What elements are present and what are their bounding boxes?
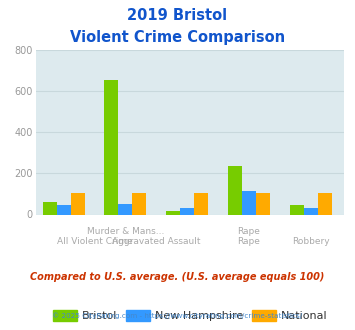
Text: Rape: Rape xyxy=(237,237,260,246)
Text: 2019 Bristol: 2019 Bristol xyxy=(127,8,228,23)
Text: Violent Crime Comparison: Violent Crime Comparison xyxy=(70,30,285,45)
Bar xyxy=(256,193,270,215)
Bar xyxy=(228,166,242,214)
Bar xyxy=(318,193,332,215)
Bar xyxy=(166,212,180,214)
Bar xyxy=(180,208,194,214)
Bar xyxy=(104,81,118,214)
Bar xyxy=(56,205,71,214)
Text: Robbery: Robbery xyxy=(292,237,329,246)
Text: Compared to U.S. average. (U.S. average equals 100): Compared to U.S. average. (U.S. average … xyxy=(30,272,325,282)
Bar xyxy=(290,205,304,214)
Text: All Violent Crime: All Violent Crime xyxy=(56,237,132,246)
Text: © 2025 CityRating.com - https://www.cityrating.com/crime-statistics/: © 2025 CityRating.com - https://www.city… xyxy=(53,312,302,318)
Legend: Bristol, New Hampshire, National: Bristol, New Hampshire, National xyxy=(48,306,332,326)
Text: Rape: Rape xyxy=(237,227,260,236)
Text: Murder & Mans...: Murder & Mans... xyxy=(87,227,164,236)
Bar xyxy=(194,193,208,215)
Bar xyxy=(118,204,132,214)
Bar xyxy=(43,202,56,215)
Bar xyxy=(304,208,318,214)
Text: Aggravated Assault: Aggravated Assault xyxy=(112,237,201,246)
Bar xyxy=(242,191,256,214)
Bar xyxy=(132,193,146,215)
Bar xyxy=(71,193,84,215)
